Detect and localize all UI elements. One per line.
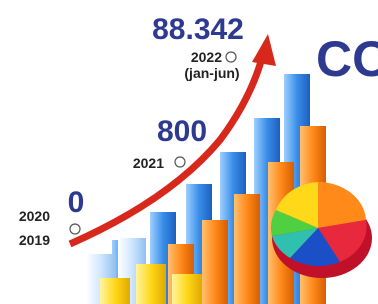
bar xyxy=(172,274,202,304)
pie xyxy=(271,182,372,278)
milestone-value: 0 xyxy=(68,186,85,219)
milestone-year: 2019 xyxy=(19,232,50,248)
bar xyxy=(202,220,228,304)
page: {"header": {"title": "CO"}, "milestones"… xyxy=(0,0,378,304)
marker xyxy=(175,157,185,167)
heading: CO xyxy=(316,31,378,87)
marker xyxy=(70,224,80,234)
infographic: CO 88.342 2022 (jan-jun) 800 2021 0 2020… xyxy=(0,0,378,304)
milestone-value: 88.342 xyxy=(152,13,244,46)
milestone-year: 2020 xyxy=(19,208,50,224)
bar xyxy=(234,194,260,304)
milestone-value: 800 xyxy=(157,115,207,148)
arrow-head xyxy=(252,34,276,66)
bar xyxy=(100,278,130,304)
milestone-note: (jan-jun) xyxy=(184,65,239,81)
marker xyxy=(226,52,236,62)
milestone-year: 2021 xyxy=(133,155,164,171)
bar xyxy=(136,264,166,304)
pie-slice xyxy=(318,182,366,228)
milestone-year: 2022 xyxy=(191,49,222,65)
